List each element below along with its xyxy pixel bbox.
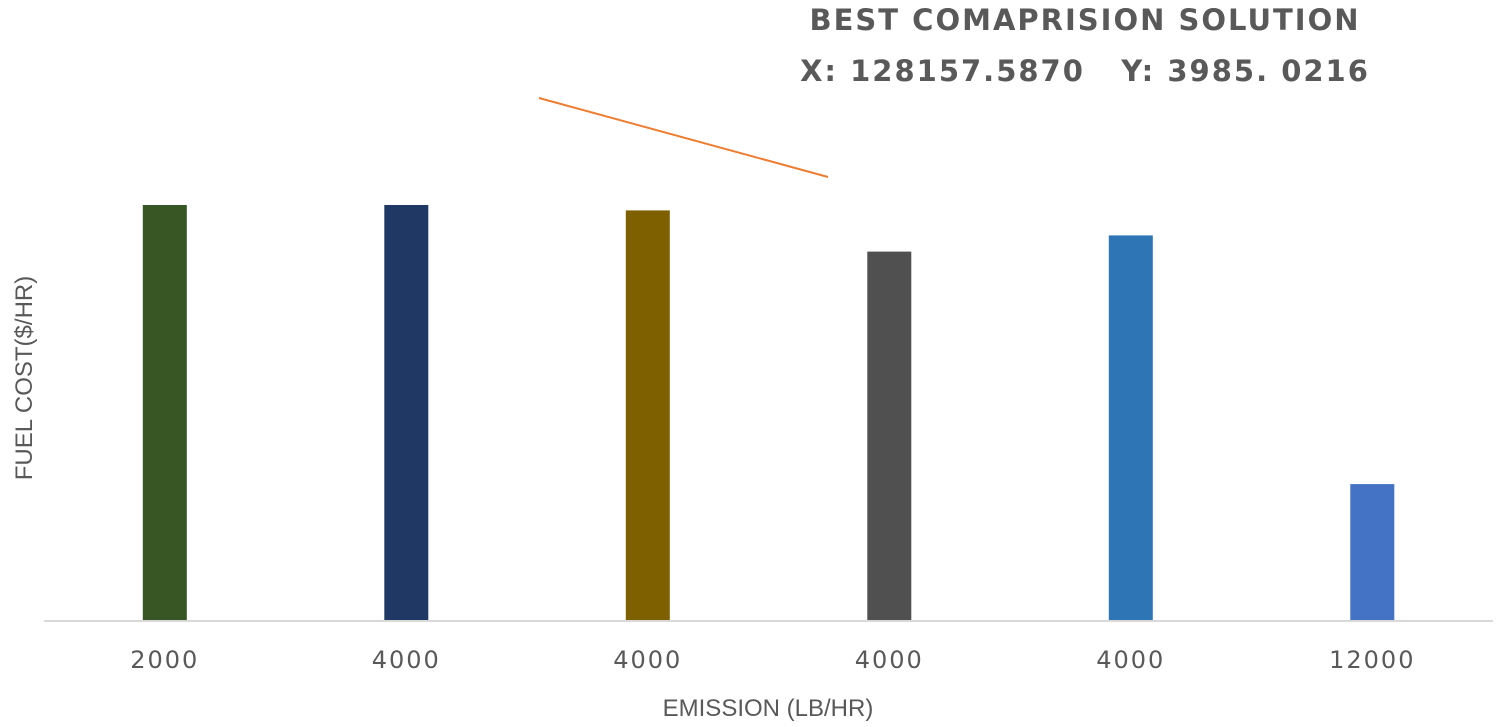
- bar-1: [142, 205, 187, 621]
- bars-group: [142, 205, 1395, 621]
- x-tick-label-6: 12000: [1329, 646, 1415, 674]
- bar-4: [867, 251, 912, 621]
- x-axis-title: EMISSION (LB/HR): [663, 695, 874, 722]
- bar-5: [1108, 235, 1153, 621]
- bar-3: [625, 210, 670, 621]
- annotation-leader-line: [538, 97, 829, 178]
- bar-6: [1350, 484, 1395, 621]
- x-tick-labels: 2000 4000 4000 4000 4000 12000: [130, 646, 1415, 674]
- annotation-line-2: X: 128157.5870 Y: 3985. 0216: [800, 54, 1370, 88]
- y-axis-title: FUEL COST($/HR): [11, 276, 38, 480]
- x-tick-label-1: 2000: [130, 646, 199, 674]
- x-tick-label-3: 4000: [613, 646, 682, 674]
- annotation-line-1: BEST COMAPRISION SOLUTION: [809, 3, 1360, 37]
- x-tick-label-5: 4000: [1096, 646, 1165, 674]
- x-tick-label-4: 4000: [855, 646, 924, 674]
- x-tick-label-2: 4000: [372, 646, 441, 674]
- bar-2: [384, 205, 429, 621]
